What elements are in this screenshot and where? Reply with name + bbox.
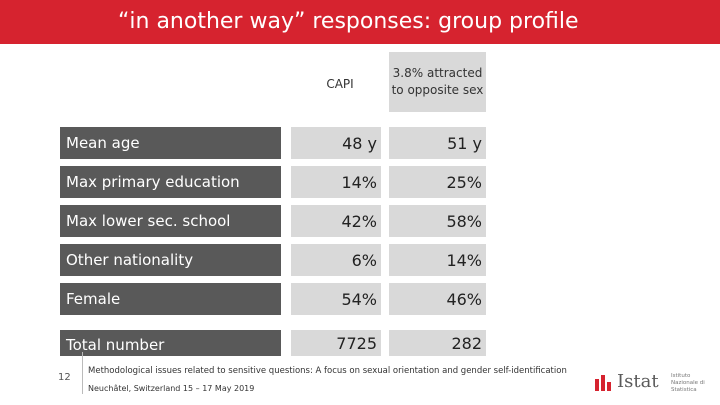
cell-capi-total-number: 7725 bbox=[291, 330, 381, 356]
cell-capi-mean-age: 48 y bbox=[291, 127, 381, 159]
row-label-max-lower-sec-school: Max lower sec. school bbox=[60, 205, 281, 237]
row-label-other-nationality: Other nationality bbox=[60, 244, 281, 276]
cell-attracted-total-number: 282 bbox=[389, 330, 486, 356]
logo-name: Istat bbox=[617, 371, 659, 392]
column-header-attracted: 3.8% attracted to opposite sex bbox=[389, 52, 486, 112]
slide-title: “in another way” responses: group profil… bbox=[118, 9, 579, 34]
row-label-total-number: Total number bbox=[60, 330, 281, 356]
cell-capi-max-primary-education: 14% bbox=[291, 166, 381, 198]
cell-attracted-other-nationality: 14% bbox=[389, 244, 486, 276]
row-label-max-primary-education: Max primary education bbox=[60, 166, 281, 198]
title-bar bbox=[0, 0, 720, 44]
footer-conference: Methodological issues related to sensiti… bbox=[88, 366, 567, 376]
cell-attracted-female: 46% bbox=[389, 283, 486, 315]
footer-divider bbox=[82, 352, 83, 394]
footer-location: Neuchâtel, Switzerland 15 – 17 May 2019 bbox=[88, 384, 255, 393]
cell-capi-other-nationality: 6% bbox=[291, 244, 381, 276]
istat-logo-mark-icon bbox=[595, 375, 611, 391]
cell-attracted-mean-age: 51 y bbox=[389, 127, 486, 159]
cell-attracted-max-primary-education: 25% bbox=[389, 166, 486, 198]
row-label-female: Female bbox=[60, 283, 281, 315]
istat-logo: Istat Istituto Nazionale di Statistica bbox=[595, 370, 710, 394]
cell-capi-max-lower-sec-school: 42% bbox=[291, 205, 381, 237]
page-number: 12 bbox=[58, 372, 71, 383]
logo-subtitle: Istituto Nazionale di Statistica bbox=[671, 373, 705, 393]
column-header-capi: CAPI bbox=[326, 77, 354, 91]
cell-attracted-max-lower-sec-school: 58% bbox=[389, 205, 486, 237]
cell-capi-female: 54% bbox=[291, 283, 381, 315]
row-label-mean-age: Mean age bbox=[60, 127, 281, 159]
